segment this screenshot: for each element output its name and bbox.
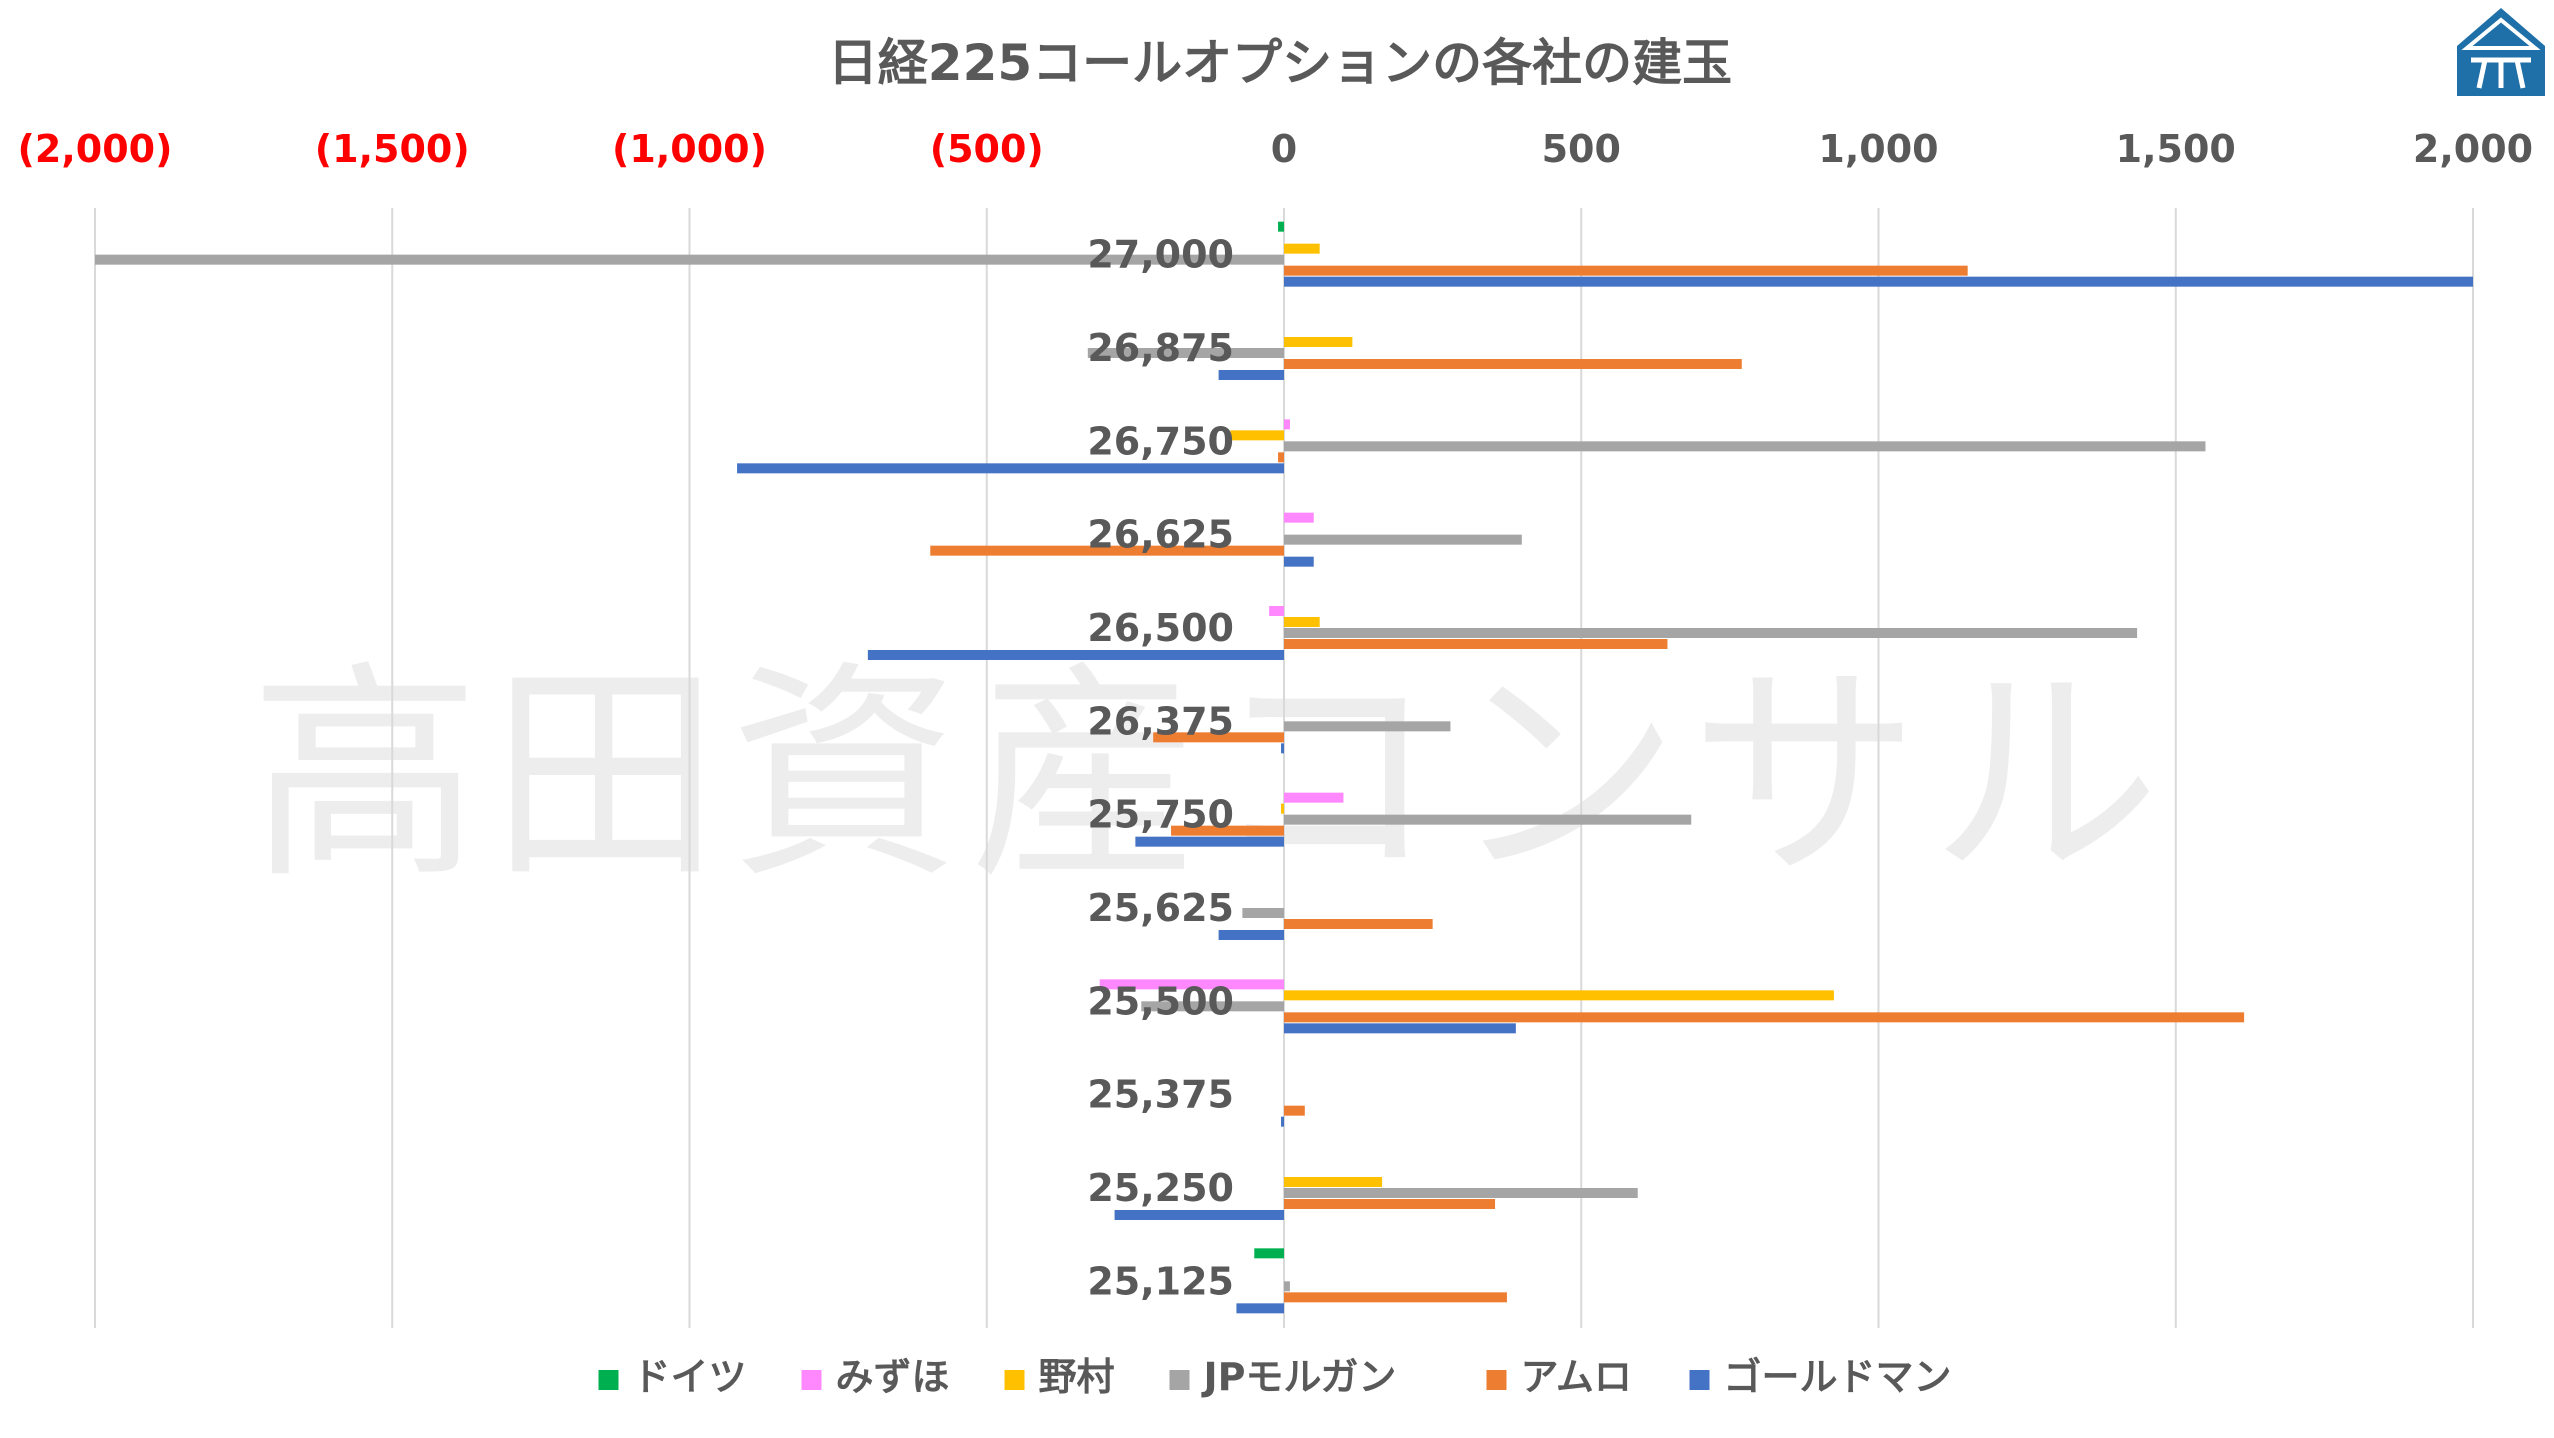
bar-JPモルガン [1284, 1281, 1290, 1292]
x-tick-label: 1,000 [1818, 127, 1938, 171]
bar-ゴールドマン [1284, 1023, 1516, 1034]
category-labels: 27,000 26,875 26,750 26,625 26,500 26,375 25,7… [1087, 233, 1234, 1304]
bar-ゴールドマン [1281, 1116, 1284, 1127]
bar-アムロ [1284, 1292, 1507, 1303]
category-label: 26,750 [1087, 419, 1234, 463]
bar-ゴールドマン [1114, 1210, 1284, 1220]
x-tick-label: (1,500) [315, 127, 470, 171]
bar-ゴールドマン [1218, 370, 1284, 380]
bar-ゴールドマン [1281, 743, 1284, 754]
grid-layer [94, 208, 2474, 1328]
x-tick-label: (1,000) [612, 127, 767, 171]
legend-swatch [801, 1370, 822, 1390]
bar-アムロ [1284, 1199, 1496, 1209]
category-label: 26,875 [1087, 326, 1234, 370]
bar-JPモルガン [1242, 908, 1284, 918]
legend-swatch [1169, 1370, 1190, 1390]
bar-野村 [1284, 990, 1834, 1001]
chart-title: 日経225コールオプションの各社の建玉 [828, 34, 1732, 92]
bar-アムロ [1284, 919, 1433, 929]
x-tick-label: 2,000 [2413, 127, 2533, 171]
bar-ゴールドマン [1135, 836, 1284, 847]
x-tick-label: 500 [1542, 127, 1621, 171]
legend-label: ドイツ [633, 1355, 747, 1399]
bar-ゴールドマン [1236, 1303, 1284, 1314]
category-label: 25,625 [1087, 886, 1234, 930]
bar-ゴールドマン [1284, 556, 1314, 567]
bar-野村 [1284, 337, 1353, 347]
bar-ゴールドマン [867, 650, 1284, 660]
category-label: 25,250 [1087, 1166, 1234, 1210]
bar-JPモルガン [1284, 534, 1522, 545]
x-tick-label: (500) [930, 127, 1044, 171]
category-label: 26,500 [1087, 606, 1234, 650]
bar-アムロ [930, 545, 1284, 556]
bar-ゴールドマン [1284, 276, 2473, 287]
bar-野村 [1284, 1177, 1383, 1187]
bars-layer [95, 221, 2473, 1314]
bar-JPモルガン [1284, 441, 2206, 452]
category-label: 27,000 [1087, 233, 1234, 277]
bar-JPモルガン [1284, 628, 2138, 638]
bar-みずほ [1284, 419, 1290, 430]
bar-みずほ [1269, 606, 1284, 616]
legend-label: アムロ [1521, 1355, 1632, 1399]
bar-野村 [1281, 803, 1284, 814]
watermark-text: 高田資産コンサル [250, 643, 2170, 910]
legend-label: みずほ [836, 1355, 950, 1399]
legend-swatch [598, 1370, 619, 1390]
bar-ゴールドマン [1218, 930, 1284, 940]
bar-ゴールドマン [737, 463, 1284, 474]
bar-アムロ [1284, 1105, 1305, 1116]
category-label: 25,125 [1087, 1259, 1234, 1303]
legend: ドイツ みずほ 野村 JPモルガン アムロ ゴールドマン [598, 1355, 1952, 1399]
x-tick-label: 1,500 [2116, 127, 2236, 171]
category-label: 26,625 [1087, 513, 1234, 557]
bar-JPモルガン [1284, 814, 1692, 825]
legend-swatch [1689, 1370, 1710, 1390]
bar-野村 [1284, 617, 1320, 627]
bar-野村 [1284, 243, 1320, 254]
bar-ドイツ [1278, 221, 1284, 232]
bar-アムロ [1284, 1012, 2245, 1023]
bar-JPモルガン [95, 254, 1284, 265]
legend-label: ゴールドマン [1724, 1355, 1952, 1399]
legend-swatch [1486, 1370, 1507, 1390]
bar-みずほ [1099, 979, 1284, 990]
bar-JPモルガン [1087, 348, 1284, 358]
bar-アムロ [1284, 359, 1742, 369]
category-label: 26,375 [1087, 699, 1234, 743]
bar-JPモルガン [1284, 721, 1451, 732]
bar-アムロ [1278, 452, 1284, 463]
x-tick-label: (2,000) [18, 127, 173, 171]
bar-みずほ [1284, 792, 1344, 803]
category-label: 25,750 [1087, 793, 1234, 837]
category-label: 25,500 [1087, 979, 1234, 1023]
x-tick-labels: (2,000) (1,500) (1,000) (500) 0 500 1,000 1,500… [18, 127, 2534, 171]
bar-アムロ [1153, 732, 1284, 743]
x-tick-label: 0 [1271, 127, 1297, 171]
legend-label: 野村 [1039, 1355, 1115, 1399]
legend-label: JPモルガン [1201, 1355, 1397, 1399]
legend-swatch [1004, 1370, 1025, 1390]
house-logo-icon [2457, 8, 2545, 96]
bar-JPモルガン [1141, 1001, 1284, 1012]
bar-アムロ [1284, 639, 1668, 649]
bar-アムロ [1284, 265, 1968, 276]
bar-みずほ [1284, 512, 1314, 523]
bar-ドイツ [1254, 1248, 1284, 1259]
bar-野村 [1230, 430, 1284, 441]
category-label: 25,375 [1087, 1073, 1234, 1117]
bar-JPモルガン [1284, 1188, 1638, 1198]
bar-アムロ [1171, 825, 1284, 836]
